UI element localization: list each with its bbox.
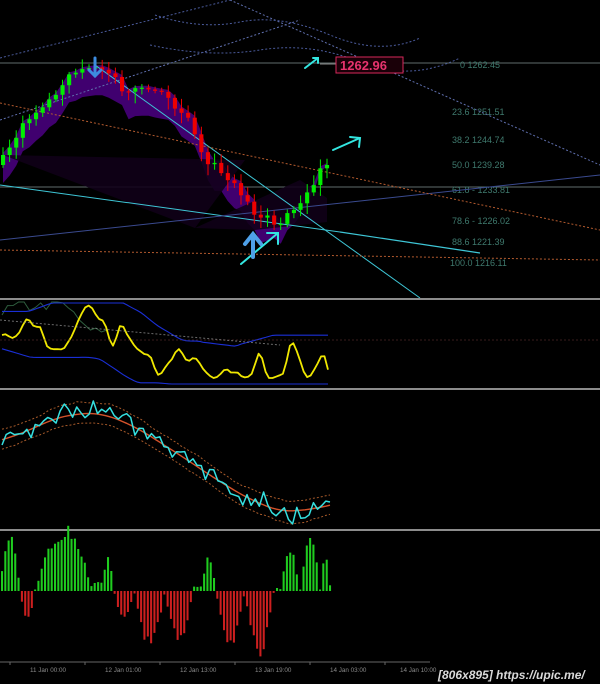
svg-text:50.0 1239.28: 50.0 1239.28 bbox=[452, 160, 505, 170]
svg-text:[806x895] https://upic.me/: [806x895] https://upic.me/ bbox=[437, 668, 586, 682]
svg-text:100.0 1216.11: 100.0 1216.11 bbox=[450, 258, 507, 268]
svg-text:0 1262.45: 0 1262.45 bbox=[460, 60, 500, 70]
svg-text:12 Jan 01:00: 12 Jan 01:00 bbox=[105, 667, 142, 674]
svg-text:12 Jan 13:00: 12 Jan 13:00 bbox=[180, 667, 217, 674]
svg-text:13 Jan 19:00: 13 Jan 19:00 bbox=[255, 667, 292, 674]
svg-text:78.6 - 1226.02: 78.6 - 1226.02 bbox=[452, 216, 510, 226]
svg-text:14 Jan 10:00: 14 Jan 10:00 bbox=[400, 667, 437, 674]
svg-text:38.2 1244.74: 38.2 1244.74 bbox=[452, 135, 505, 145]
svg-text:23.6 1251.51: 23.6 1251.51 bbox=[452, 107, 505, 117]
svg-text:1262.96: 1262.96 bbox=[340, 58, 387, 73]
svg-text:88.6 1221.39: 88.6 1221.39 bbox=[452, 237, 505, 247]
svg-text:14 Jan 03:00: 14 Jan 03:00 bbox=[330, 667, 367, 674]
svg-text:11 Jan 00:00: 11 Jan 00:00 bbox=[30, 667, 66, 674]
